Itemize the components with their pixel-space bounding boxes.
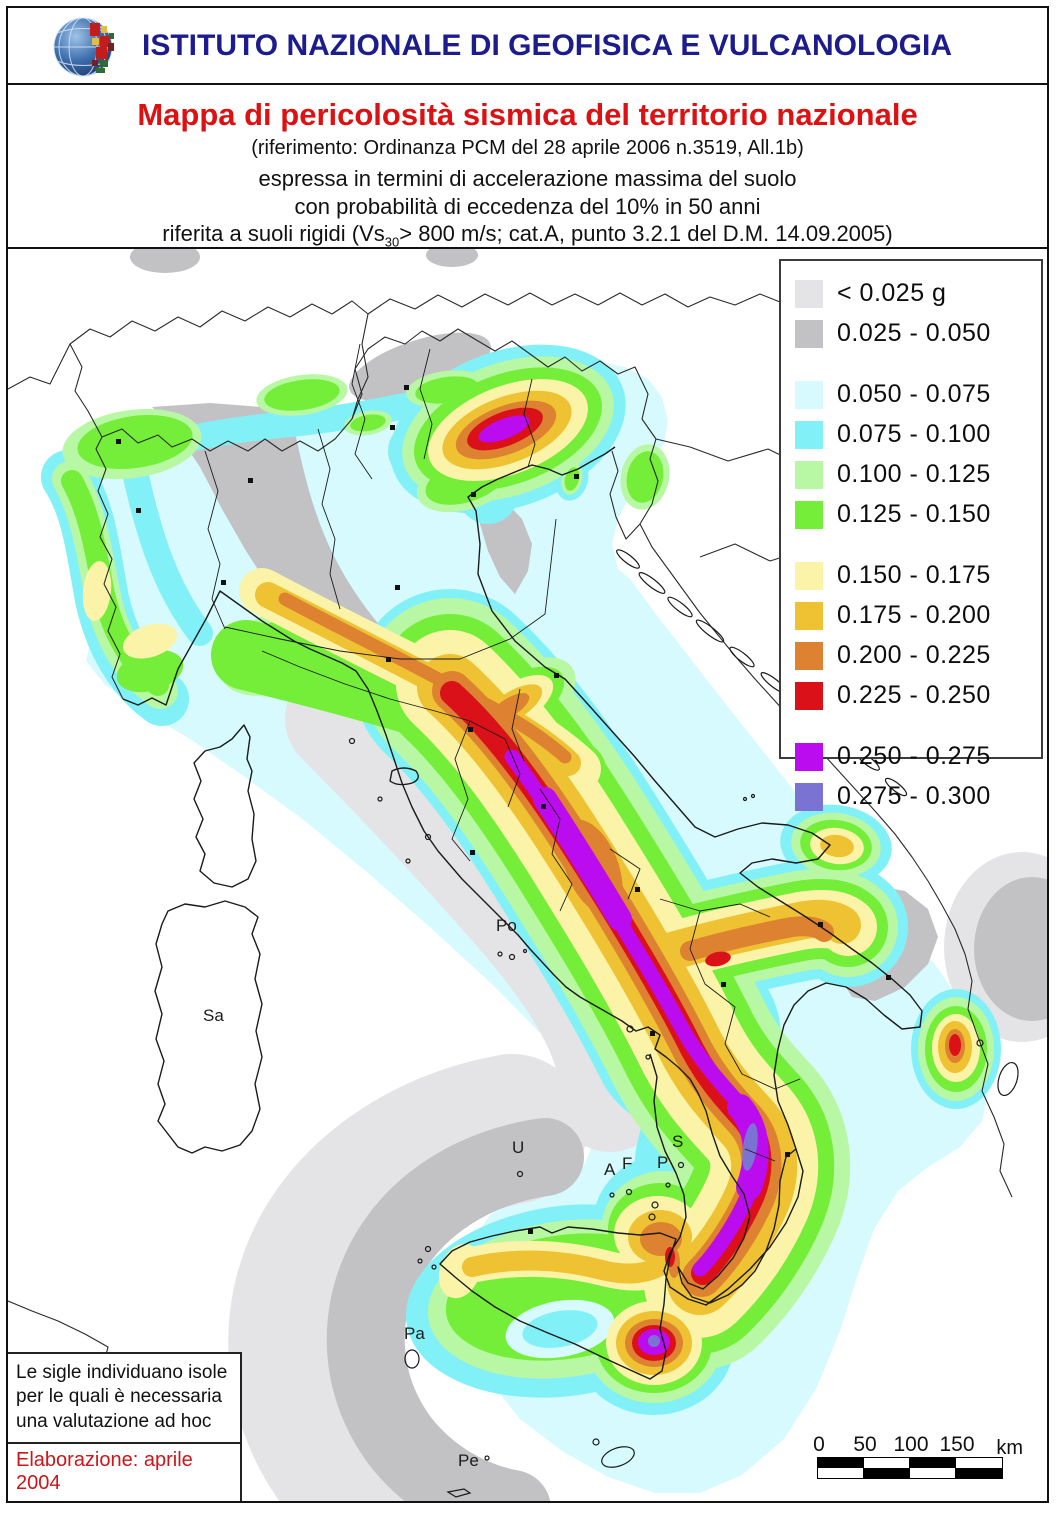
- map-subtitle: espressa in termini di accelerazione mas…: [162, 166, 893, 250]
- italy-hazard-basemap: [8, 249, 1047, 1501]
- legend-label: 0.100 - 0.125: [837, 460, 991, 488]
- legend-label: < 0.025 g: [837, 279, 947, 307]
- legend-label: 0.050 - 0.075: [837, 380, 991, 408]
- hazard-field-0275-0300: [648, 1123, 758, 1347]
- legend: < 0.025 g 0.025 - 0.050 0.050 - 0.075 0.…: [779, 259, 1043, 811]
- island-label-a: A: [604, 1160, 616, 1179]
- legend-swatch: [795, 641, 823, 670]
- island-label-pe: Pe: [458, 1451, 479, 1470]
- island-label-s: S: [672, 1132, 684, 1151]
- legend-label: 0.125 - 0.150: [837, 500, 991, 528]
- legend-swatch: [795, 460, 823, 489]
- small-islands: [348, 737, 756, 1498]
- scale-bar-graphic: [817, 1457, 1003, 1479]
- island-label-u: U: [512, 1138, 525, 1157]
- title-block: Mappa di pericolosità sismica del territ…: [8, 85, 1047, 249]
- legend-label: 0.075 - 0.100: [837, 420, 991, 448]
- hazard-field-0250-0275: [478, 415, 769, 1355]
- ingv-logo-icon: [53, 17, 114, 76]
- note-text: Le sigle individuano isole per le quali …: [8, 1354, 240, 1444]
- legend-swatch: [795, 782, 823, 811]
- page-frame: ISTITUTO NAZIONALE DI GEOFISICA E VULCAN…: [6, 6, 1049, 1503]
- region-borders: [204, 343, 801, 1162]
- legend-swatch: [795, 420, 823, 449]
- scale-bar-ticks: 0 50 100 150 km: [813, 1433, 1023, 1459]
- map-title: Mappa di pericolosità sismica del territ…: [137, 97, 918, 132]
- scale-bar: 0 50 100 150 km: [813, 1433, 1023, 1479]
- legend-swatch: [795, 319, 823, 348]
- island-label-pa: Pa: [404, 1324, 425, 1343]
- hazard-map: < 0.025 g 0.025 - 0.050 0.050 - 0.075 0.…: [8, 249, 1047, 1501]
- legend-swatch: [795, 561, 823, 590]
- legend-swatch: [795, 279, 823, 308]
- scale-bar-unit: km: [996, 1437, 1023, 1459]
- map-reference: (riferimento: Ordinanza PCM del 28 april…: [251, 137, 804, 159]
- legend-label: 0.025 - 0.050: [837, 319, 991, 347]
- institute-name: ISTITUTO NAZIONALE DI GEOFISICA E VULCAN…: [142, 28, 953, 62]
- city-markers: [116, 385, 891, 1234]
- legend-swatch: [795, 681, 823, 710]
- legend-label: 0.250 - 0.275: [837, 742, 991, 770]
- legend-swatch: [795, 601, 823, 630]
- legend-label: 0.200 - 0.225: [837, 641, 991, 669]
- elaboration-date: Elaborazione: aprile 2004: [16, 1449, 193, 1494]
- legend-label: 0.275 - 0.300: [837, 782, 991, 810]
- note-box: Le sigle individuano isole per le quali …: [8, 1352, 242, 1501]
- hazard-field-sicily-interior: [505, 1299, 615, 1359]
- legend-label: 0.225 - 0.250: [837, 681, 991, 709]
- island-label-f: F: [622, 1154, 633, 1173]
- island-label-sa: Sa: [203, 1006, 224, 1025]
- legend-label: 0.150 - 0.175: [837, 561, 991, 589]
- island-label-p: P: [657, 1153, 669, 1172]
- legend-swatch: [795, 742, 823, 771]
- legend-label: 0.175 - 0.200: [837, 601, 991, 629]
- legend-swatch: [795, 380, 823, 409]
- legend-swatch: [795, 500, 823, 529]
- island-label-po: Po: [496, 916, 517, 935]
- header: ISTITUTO NAZIONALE DI GEOFISICA E VULCAN…: [8, 8, 1047, 85]
